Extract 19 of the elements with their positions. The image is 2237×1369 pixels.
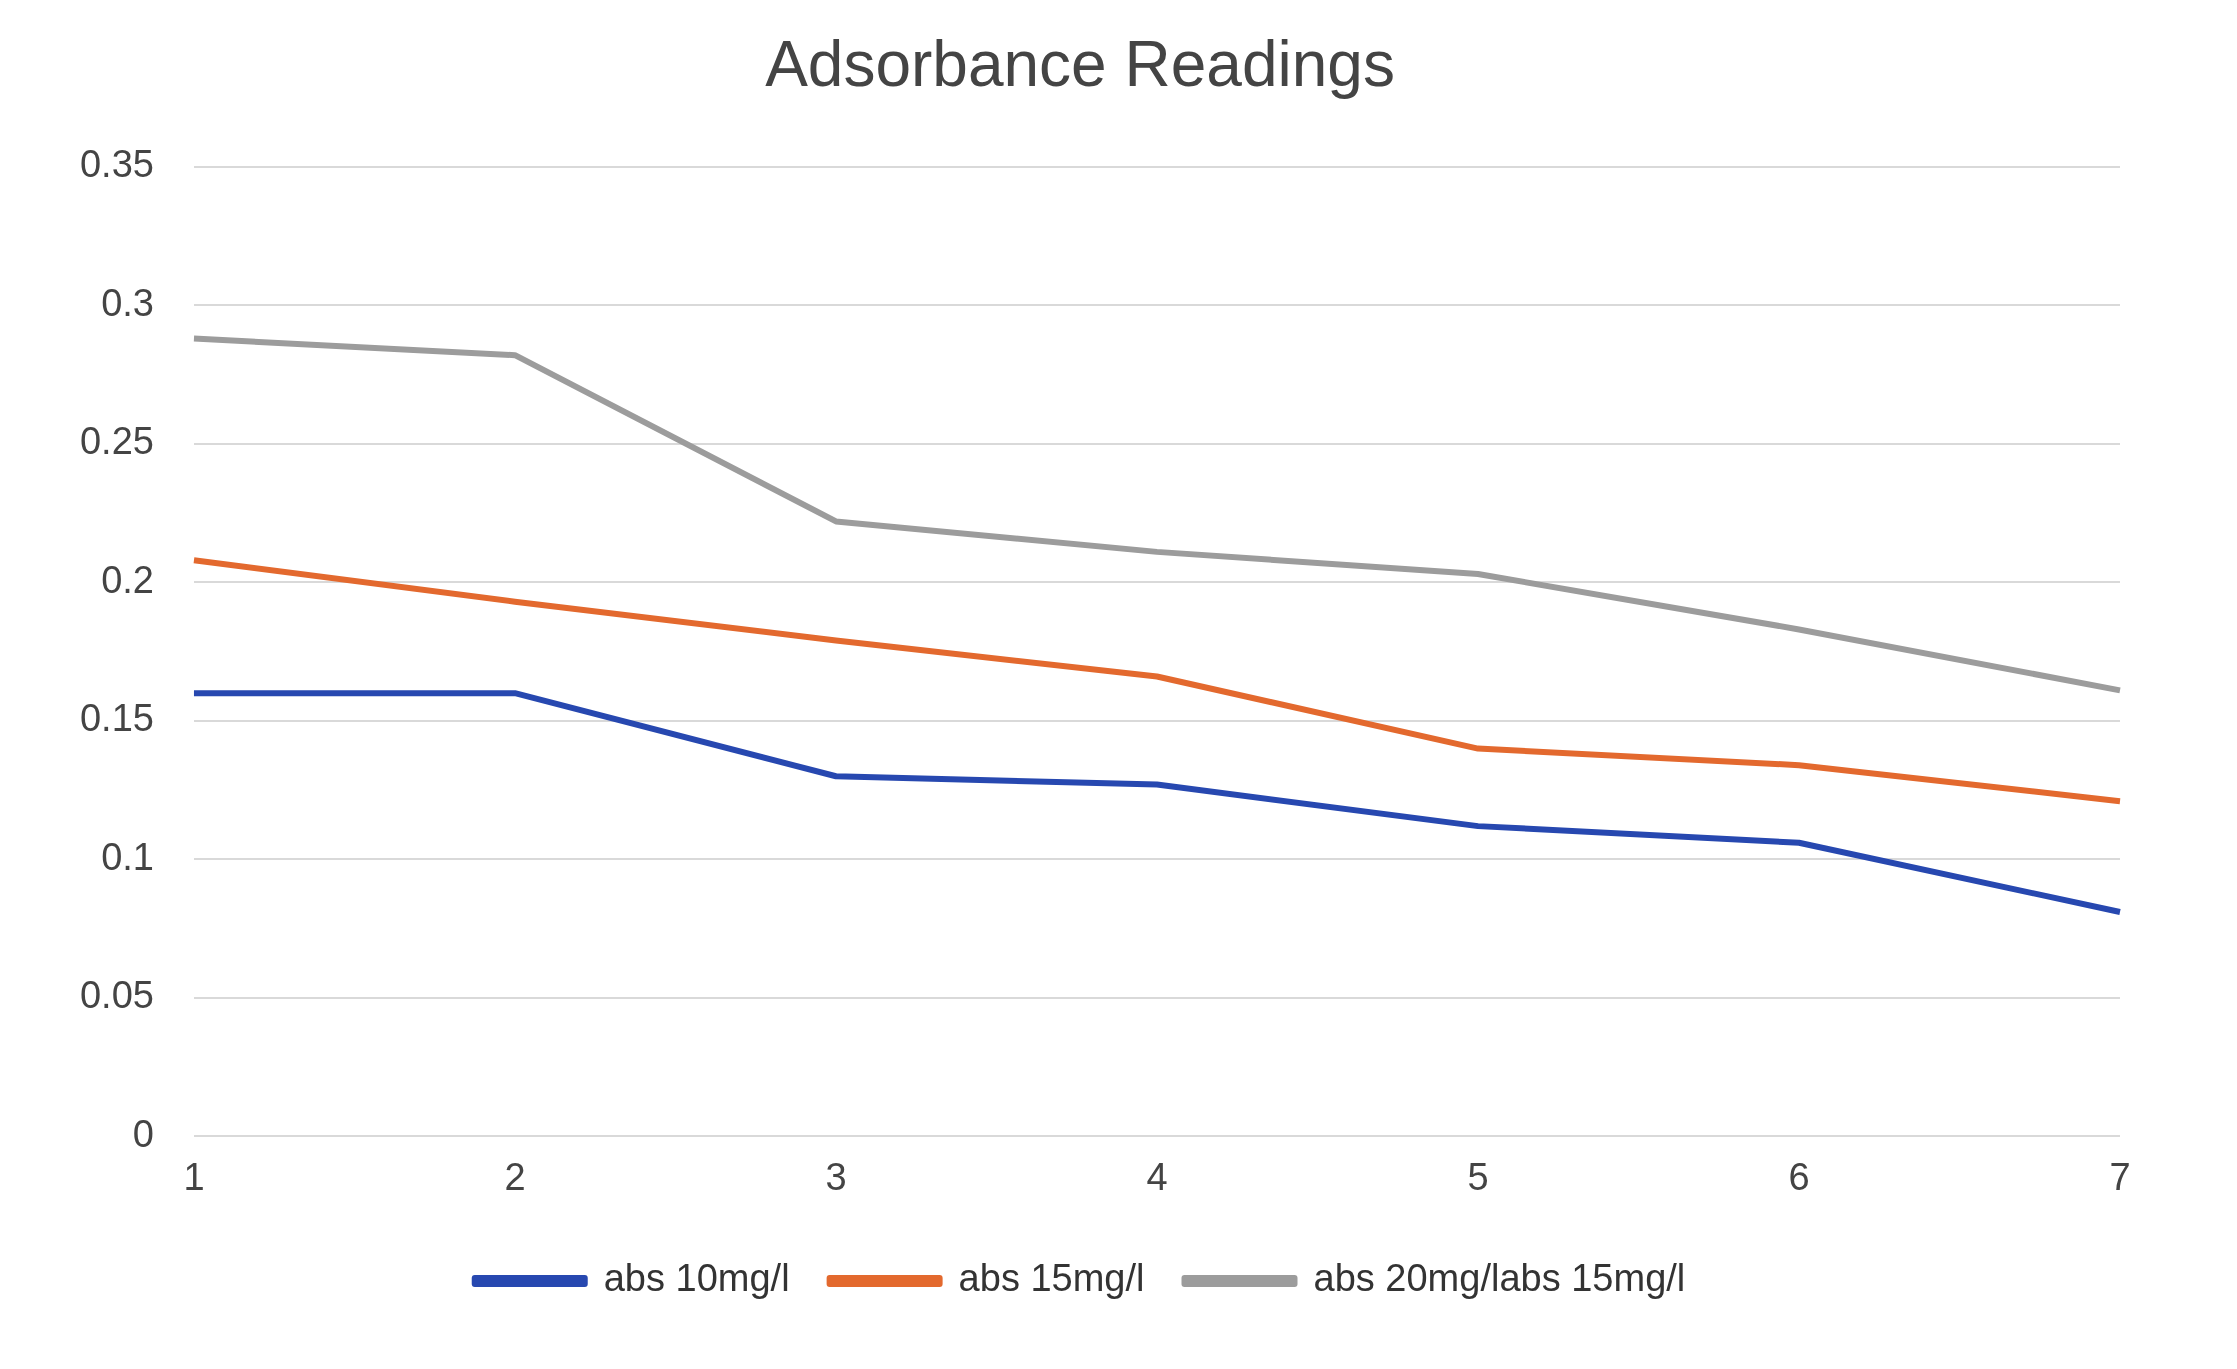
y-tick-label: 0.3: [101, 281, 154, 324]
x-tick-label: 1: [183, 1155, 205, 1198]
x-tick-label: 5: [1467, 1155, 1489, 1198]
x-tick-label: 4: [1146, 1155, 1168, 1198]
x-tick-label: 3: [825, 1155, 847, 1198]
y-tick-label: 0.35: [79, 143, 154, 186]
y-tick-label: 0.2: [101, 558, 154, 601]
y-tick-label: 0.15: [79, 697, 154, 740]
x-tick-label: 6: [1788, 1155, 1810, 1198]
y-tick-label: 0.05: [79, 974, 154, 1017]
legend-label: abs 10mg/l: [603, 1257, 790, 1300]
x-tick-label: 7: [2109, 1155, 2131, 1198]
x-tick-label: 2: [504, 1155, 526, 1198]
chart-title: Adsorbance Readings: [765, 28, 1395, 101]
legend-label: abs 20mg/labs 15mg/l: [1313, 1257, 1686, 1300]
legend-label: abs 15mg/l: [958, 1257, 1145, 1300]
y-tick-label: 0.25: [79, 420, 154, 463]
y-tick-label: 0: [132, 1112, 154, 1155]
y-tick-label: 0.1: [101, 835, 154, 878]
